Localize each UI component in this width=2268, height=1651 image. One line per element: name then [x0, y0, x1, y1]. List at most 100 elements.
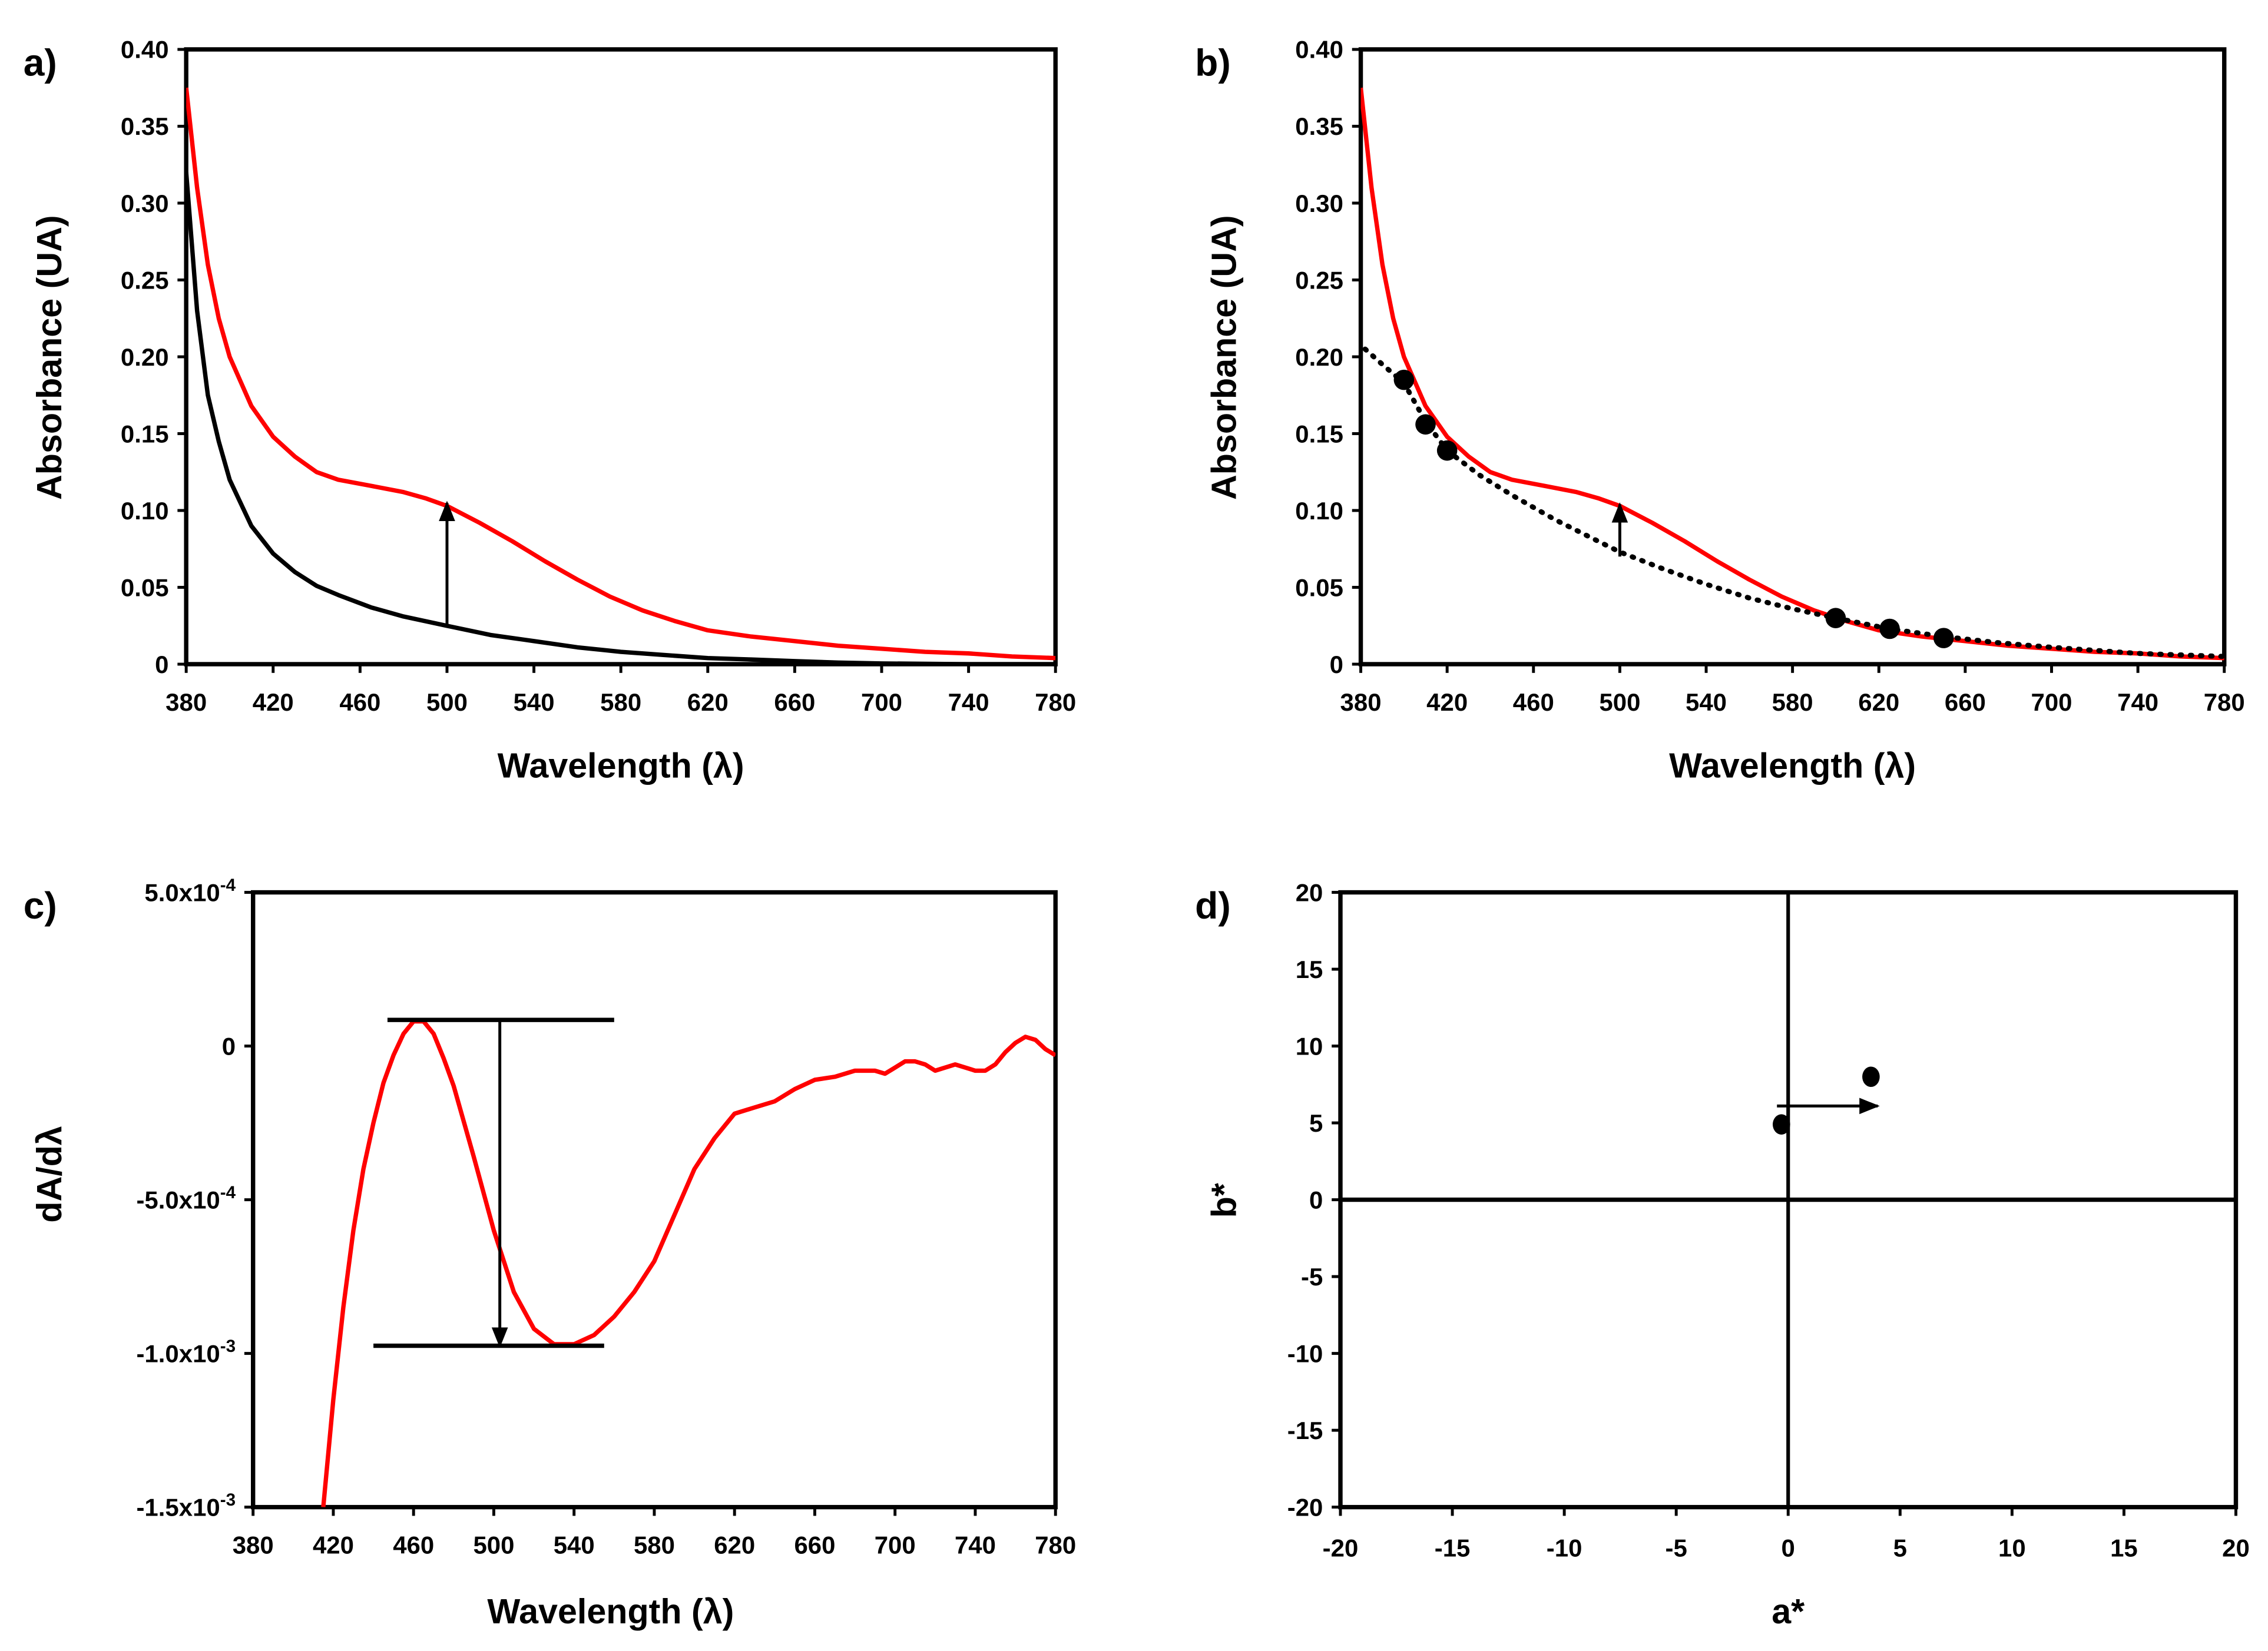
- x-tick-label: 380: [233, 1531, 274, 1559]
- x-tick-label: 660: [774, 688, 815, 716]
- y-tick-label: 0.10: [121, 497, 169, 525]
- x-tick-label: 20: [2222, 1534, 2250, 1562]
- plot-frame: [184, 47, 1058, 667]
- y-tick-label: 20: [1296, 878, 1323, 906]
- series-red-line: [186, 87, 1056, 661]
- x-tick-label: 580: [634, 1531, 675, 1559]
- y-tick-label: 0: [1330, 651, 1343, 678]
- y-tick-exponent: -4: [220, 1183, 236, 1202]
- x-tick-label: 380: [165, 688, 207, 716]
- data-point: [1825, 608, 1846, 628]
- x-tick-label: 540: [514, 688, 555, 716]
- x-tick-label: 780: [2204, 688, 2245, 716]
- x-tick-label: 500: [426, 688, 468, 716]
- y-tick-mantissa: -5.0x10: [136, 1186, 220, 1214]
- y-axis-title: dA/dλ: [29, 1126, 69, 1223]
- y-tick-label: 0.40: [121, 36, 169, 64]
- x-tick-label: -15: [1435, 1534, 1471, 1562]
- panel-label: a): [24, 41, 57, 84]
- y-tick-mantissa: -1.0x10: [136, 1340, 220, 1367]
- y-tick-label: 0.25: [121, 266, 169, 294]
- x-tick-label: 500: [1599, 688, 1640, 716]
- x-tick-label: 620: [714, 1531, 755, 1559]
- x-axis-title: Wavelength (λ): [498, 746, 744, 785]
- y-tick-label: 5.0x10-4: [144, 876, 236, 906]
- x-tick-label: 460: [393, 1531, 434, 1559]
- y-tick-label: 0.35: [121, 112, 169, 140]
- panel-label: d): [1195, 884, 1231, 927]
- x-tick-label: 700: [861, 688, 902, 716]
- panel-label: b): [1195, 41, 1231, 84]
- y-tick-exponent: -3: [220, 1337, 236, 1356]
- data-point: [1879, 618, 1900, 639]
- y-tick-label: -20: [1287, 1493, 1323, 1521]
- x-tick-label: 740: [955, 1531, 996, 1559]
- x-tick-label: -10: [1547, 1534, 1582, 1562]
- y-tick-label: 0: [222, 1032, 236, 1060]
- x-tick-label: -5: [1666, 1534, 1687, 1562]
- plot-frame: [1358, 47, 2227, 667]
- x-tick-label: 740: [948, 688, 989, 716]
- y-tick-exponent: -4: [220, 876, 236, 895]
- y-tick-label: 0: [155, 651, 168, 678]
- y-tick-label: 10: [1296, 1032, 1323, 1060]
- plot-frame: [251, 890, 1058, 1510]
- x-tick-label: -20: [1323, 1534, 1359, 1562]
- series-red-line: [1360, 87, 2224, 661]
- y-tick-mantissa: 0: [222, 1032, 236, 1060]
- panel-a: a) 380 420 460 500 540 580 620 660 700 740 780 0 0.05…: [24, 36, 1077, 785]
- x-axis-title: Wavelength (λ): [487, 1592, 734, 1631]
- panel-d: d) -20 -15 -10 -5 0 5 10 15 20 -20 -15 -10 -5 0 5 10 15 20…: [1195, 878, 2250, 1631]
- x-tick-label: 700: [2031, 688, 2072, 716]
- x-tick-label: 620: [1858, 688, 1899, 716]
- x-tick-label: 10: [1998, 1534, 2026, 1562]
- y-tick-label: 0.05: [1295, 573, 1343, 601]
- series-derivative-line: [321, 1019, 1056, 1507]
- y-tick-label: 5: [1309, 1109, 1323, 1137]
- y-tick-label: -5.0x10-4: [136, 1183, 236, 1214]
- y-tick-label: -1.5x10-3: [136, 1490, 236, 1521]
- x-tick-label: 420: [253, 688, 294, 716]
- y-tick-label: 0.20: [1295, 343, 1343, 371]
- y-tick-label: 0.15: [121, 420, 169, 447]
- x-tick-label: 660: [1945, 688, 1986, 716]
- series-black-line: [186, 172, 1056, 665]
- y-tick-label: 0.25: [1295, 266, 1343, 294]
- x-tick-label: 420: [313, 1531, 354, 1559]
- x-axis-title: Wavelength (λ): [1669, 746, 1916, 785]
- y-tick-label: 0.20: [121, 343, 169, 371]
- y-tick-label: 0.05: [121, 573, 169, 601]
- x-tick-label: 700: [875, 1531, 916, 1559]
- y-tick-label: 0.10: [1295, 497, 1343, 525]
- x-tick-label: 780: [1035, 688, 1076, 716]
- y-tick-label: -5: [1301, 1263, 1323, 1291]
- x-tick-label: 0: [1782, 1534, 1795, 1562]
- y-tick-label: 0: [1309, 1186, 1323, 1214]
- y-tick-label: -10: [1287, 1340, 1323, 1367]
- x-tick-label: 500: [473, 1531, 514, 1559]
- y-tick-label: -15: [1287, 1417, 1323, 1444]
- y-axis-title: Absorbance (UA): [1204, 215, 1243, 500]
- x-axis-title: a*: [1772, 1592, 1805, 1631]
- y-tick-label: 0.35: [1295, 112, 1343, 140]
- x-tick-label: 540: [1686, 688, 1727, 716]
- x-tick-label: 740: [2117, 688, 2158, 716]
- y-tick-label: 0.40: [1295, 36, 1343, 64]
- data-point: [1415, 414, 1436, 435]
- x-tick-label: 580: [1772, 688, 1813, 716]
- y-axis-title: Absorbance (UA): [29, 215, 69, 500]
- data-point: [1436, 440, 1458, 461]
- y-tick-label: -1.0x10-3: [136, 1337, 236, 1367]
- series-fit-line: [1362, 346, 2224, 659]
- x-tick-label: 420: [1426, 688, 1468, 716]
- data-point: [1393, 369, 1415, 390]
- y-tick-label: 0.30: [1295, 190, 1343, 217]
- x-tick-label: 15: [2110, 1534, 2138, 1562]
- y-tick-mantissa: -1.5x10: [136, 1493, 220, 1521]
- data-point: [1773, 1114, 1790, 1135]
- panel-label: c): [24, 884, 57, 927]
- y-tick-label: 0.15: [1295, 420, 1343, 447]
- x-tick-label: 580: [600, 688, 641, 716]
- x-tick-label: 660: [794, 1531, 835, 1559]
